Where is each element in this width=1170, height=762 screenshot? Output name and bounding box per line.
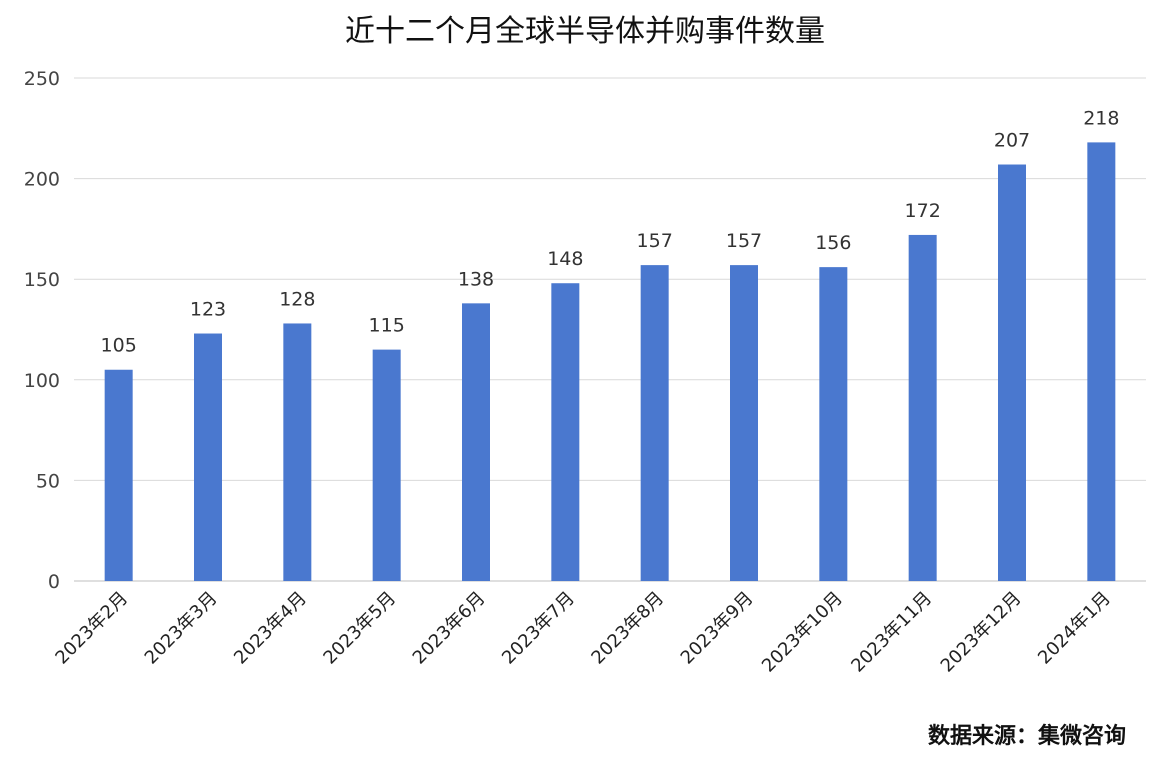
x-tick-label: 2023年9月 xyxy=(677,588,758,669)
y-tick-label: 250 xyxy=(24,68,60,90)
bar xyxy=(551,283,580,581)
y-tick-label: 200 xyxy=(24,169,60,191)
bar xyxy=(283,323,312,581)
y-axis-ticks: 0 50 100 150 200 250 xyxy=(24,68,60,593)
y-tick-label: 0 xyxy=(48,571,60,593)
y-tick-label: 100 xyxy=(24,370,60,392)
data-label: 157 xyxy=(637,230,673,252)
bars xyxy=(104,142,1116,582)
data-label: 218 xyxy=(1083,107,1119,129)
x-tick-label: 2023年11月 xyxy=(847,588,936,677)
data-label: 123 xyxy=(190,299,226,321)
data-label: 156 xyxy=(815,232,851,254)
y-tick-label: 50 xyxy=(36,470,60,492)
data-label: 138 xyxy=(458,268,494,290)
x-tick-label: 2023年6月 xyxy=(409,588,490,669)
bar xyxy=(908,234,937,581)
x-tick-label: 2023年12月 xyxy=(937,588,1026,677)
source-note: 数据来源：集微咨询 xyxy=(927,723,1126,749)
bar xyxy=(730,265,758,581)
bar xyxy=(194,333,222,581)
data-label: 128 xyxy=(279,288,315,310)
x-tick-label: 2023年8月 xyxy=(587,588,668,669)
x-tick-label: 2024年1月 xyxy=(1034,588,1115,669)
data-label: 105 xyxy=(101,335,137,357)
x-tick-label: 2023年3月 xyxy=(141,588,222,669)
bar xyxy=(640,265,669,581)
data-labels: 105 123 128 115 138 148 157 157 156 172 207 218 xyxy=(101,107,1120,356)
x-tick-label: 2023年4月 xyxy=(230,588,311,669)
bar xyxy=(998,164,1026,582)
data-label: 148 xyxy=(547,248,583,270)
bar xyxy=(372,349,401,581)
gridlines xyxy=(74,77,1146,582)
data-label: 115 xyxy=(369,315,405,337)
data-label: 157 xyxy=(726,230,762,252)
x-tick-label: 2023年7月 xyxy=(498,588,579,669)
x-axis-categories: 2023年2月 2023年3月 2023年4月 2023年5月 2023年6月 2023年… xyxy=(51,588,1114,677)
bar xyxy=(104,369,133,581)
bar xyxy=(1087,142,1116,581)
data-label: 207 xyxy=(994,130,1030,152)
chart-title: 近十二个月全球半导体并购事件数量 xyxy=(345,14,825,49)
bar xyxy=(462,303,490,581)
x-tick-label: 2023年10月 xyxy=(758,588,847,677)
x-tick-label: 2023年5月 xyxy=(319,588,400,669)
data-label: 172 xyxy=(905,200,941,222)
x-tick-label: 2023年2月 xyxy=(51,588,132,669)
bar xyxy=(819,267,848,581)
y-tick-label: 150 xyxy=(24,269,60,291)
